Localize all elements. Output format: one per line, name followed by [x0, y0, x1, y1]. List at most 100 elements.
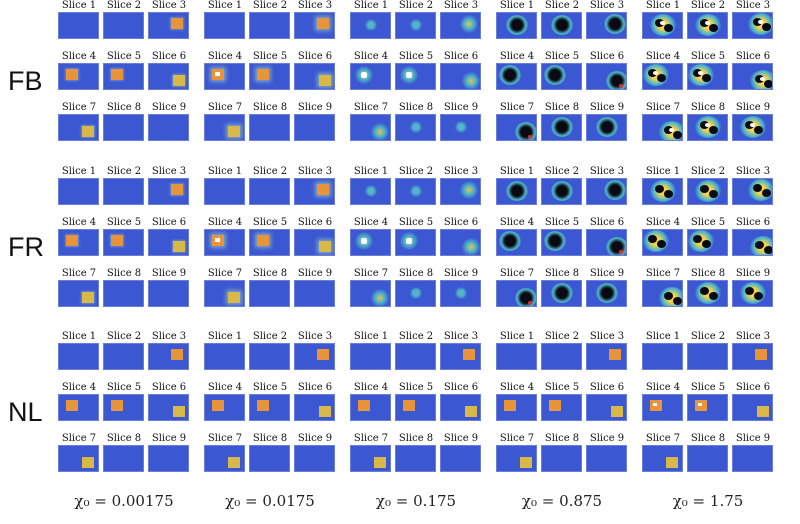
hot-spot [361, 72, 367, 78]
slice-image [440, 12, 481, 39]
slice-tile: Slice 8 [541, 268, 582, 307]
slice-title: Slice 1 [499, 331, 535, 342]
slice-image [440, 445, 481, 472]
halo [506, 181, 528, 201]
slice-title: Slice 1 [645, 0, 681, 11]
slice-title: Slice 2 [252, 0, 288, 11]
slice-title: Slice 3 [151, 331, 187, 342]
slice-title: Slice 3 [297, 0, 333, 11]
slice-title: Slice 3 [589, 331, 625, 342]
slice-image [440, 394, 481, 421]
slice-tile: Slice 8 [249, 268, 290, 307]
slice-image [148, 229, 189, 256]
slice-tile: Slice 5 [687, 217, 728, 256]
slice-title: Slice 9 [151, 102, 187, 113]
slice-image [586, 280, 627, 307]
dipole-dark [664, 24, 673, 32]
slice-tile: Slice 3 [148, 0, 189, 39]
slice-image [249, 114, 290, 141]
slice-image [732, 12, 773, 39]
slice-image [350, 445, 391, 472]
diffuse-blob [460, 181, 478, 199]
slice-title: Slice 9 [443, 433, 479, 444]
slice-title: Slice 6 [589, 217, 625, 228]
halo [596, 283, 618, 303]
slice-tile: Slice 3 [732, 0, 773, 39]
slice-tile: Slice 4 [204, 51, 245, 90]
slice-title: Slice 2 [252, 331, 288, 342]
diffuse-blob [365, 19, 377, 31]
slice-tile: Slice 1 [496, 0, 537, 39]
target-square [228, 457, 240, 468]
target-square [66, 400, 78, 411]
slice-tile: Slice 7 [204, 433, 245, 472]
dipole-dark [709, 292, 718, 300]
diffuse-blob [410, 19, 422, 31]
slice-title: Slice 5 [398, 382, 434, 393]
slice-tile: Slice 4 [58, 382, 99, 421]
dipole-dark [764, 246, 772, 254]
dipole-dark [745, 121, 754, 129]
slice-title: Slice 3 [151, 0, 187, 11]
slice-image [148, 114, 189, 141]
dipole-dark [709, 24, 718, 32]
slice-tile: Slice 5 [541, 382, 582, 421]
slice-image [249, 343, 290, 370]
slice-image [642, 178, 683, 205]
slice-image [732, 178, 773, 205]
slice-image [496, 343, 537, 370]
slice-image [586, 445, 627, 472]
slice-tile: Slice 2 [249, 166, 290, 205]
slice-tile: Slice 6 [732, 217, 773, 256]
slice-title: Slice 4 [499, 382, 535, 393]
slice-tile: Slice 4 [496, 382, 537, 421]
slice-image [58, 229, 99, 256]
slice-image [103, 445, 144, 472]
slice-title: Slice 3 [443, 331, 479, 342]
slice-image [204, 445, 245, 472]
slice-tile: Slice 7 [642, 102, 683, 141]
slice-image [586, 394, 627, 421]
target-square [173, 406, 185, 417]
target-square [358, 400, 370, 411]
slice-tile: Slice 5 [395, 217, 436, 256]
slice-title: Slice 2 [252, 166, 288, 177]
slice-title: Slice 6 [735, 382, 771, 393]
slice-tile: Slice 6 [294, 382, 335, 421]
slice-image [541, 280, 582, 307]
slice-title: Slice 4 [207, 51, 243, 62]
dipole-dark [762, 23, 771, 31]
slice-image [642, 343, 683, 370]
slice-title: Slice 3 [297, 166, 333, 177]
dipole-dark [702, 74, 711, 82]
diffuse-blob [462, 72, 480, 89]
slice-tile: Slice 1 [642, 0, 683, 39]
slice-image [541, 229, 582, 256]
slice-tile: Slice 7 [496, 433, 537, 472]
target-square [173, 75, 185, 86]
slice-tile: Slice 1 [496, 166, 537, 205]
slice-tile: Slice 7 [58, 268, 99, 307]
slice-tile: Slice 2 [541, 0, 582, 39]
target-square [549, 400, 561, 411]
slice-tile: Slice 8 [395, 102, 436, 141]
slice-image [294, 394, 335, 421]
slice-title: Slice 4 [207, 382, 243, 393]
slice-image [294, 178, 335, 205]
slice-title: Slice 4 [499, 51, 535, 62]
slice-tile: Slice 4 [204, 382, 245, 421]
slice-image [496, 445, 537, 472]
hot-spot [528, 301, 532, 305]
slice-image [249, 178, 290, 205]
slice-image [395, 394, 436, 421]
slice-image [395, 280, 436, 307]
slice-tile: Slice 9 [294, 268, 335, 307]
dipole-dark [664, 292, 673, 300]
slice-tile: Slice 3 [586, 331, 627, 370]
slice-image [148, 445, 189, 472]
dipole-dark [754, 292, 763, 300]
hot-spot [528, 135, 532, 139]
artifact-mark [698, 403, 702, 406]
slice-image [440, 114, 481, 141]
